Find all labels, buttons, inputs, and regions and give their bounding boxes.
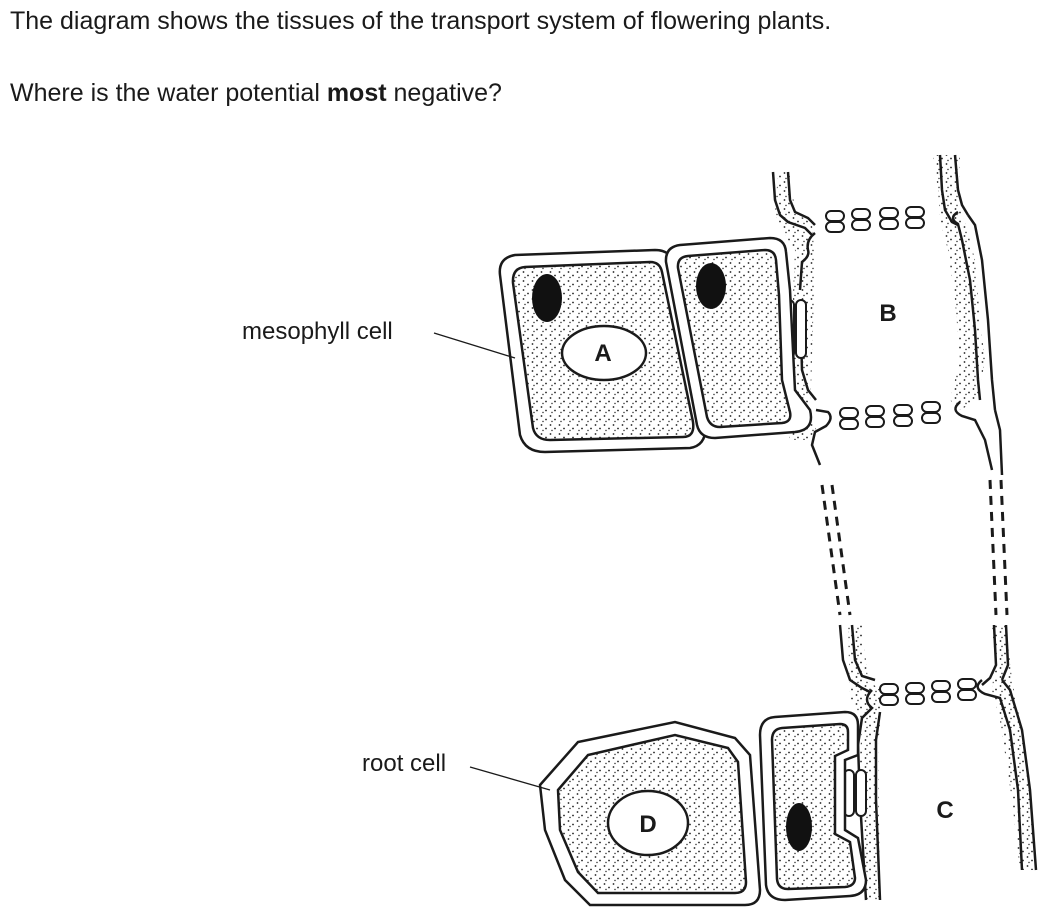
letter-b: B: [879, 300, 896, 327]
root-cell-d: [538, 720, 762, 907]
nucleus-a: [532, 274, 562, 322]
nucleus-2: [696, 263, 726, 309]
nucleus-root-2: [786, 803, 812, 851]
mesophyll-cell-2: [664, 236, 813, 440]
root-leader-line: [469, 766, 551, 791]
question-text-end: negative?: [386, 79, 502, 107]
vacuole-a: [560, 324, 648, 382]
mesophyll-cell-a: [498, 248, 707, 454]
lower-vessel-walls: [838, 624, 1038, 901]
mesophyll-cell-label: mesophyll cell: [242, 318, 393, 345]
question-emphasis: most: [326, 79, 387, 107]
question-text-start: Where is the water potential: [10, 79, 327, 107]
root-cell-label: root cell: [362, 750, 446, 777]
letter-d: D: [639, 811, 656, 838]
letter-c: C: [936, 797, 953, 824]
vessel-continuation-dashes: [820, 479, 1009, 616]
question-line-2: Where is the water potential most negati…: [10, 78, 502, 108]
letter-a: A: [594, 340, 611, 367]
vacuole-d: [606, 789, 690, 857]
root-cell-2: [758, 710, 868, 902]
question-line-1: The diagram shows the tissues of the tra…: [10, 7, 832, 35]
mesophyll-leader-line: [433, 332, 516, 359]
